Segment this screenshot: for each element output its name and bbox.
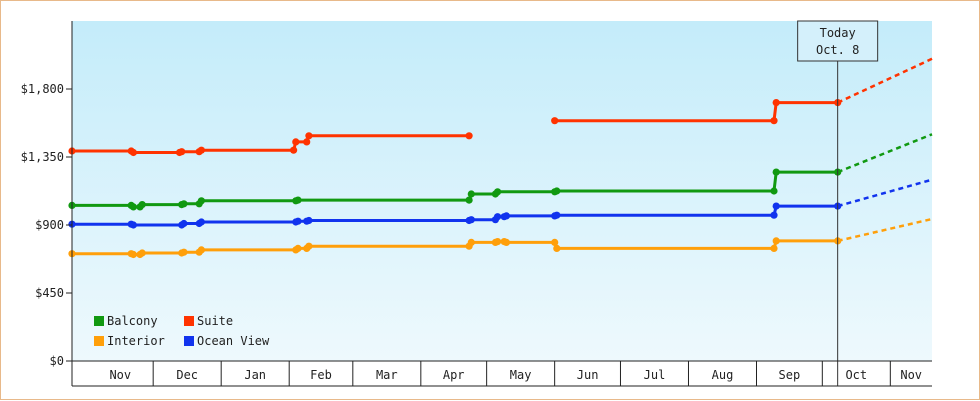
legend-swatch-suite	[184, 316, 194, 326]
x-tick-label: Apr	[443, 368, 465, 382]
balcony-point-0-12	[467, 190, 475, 198]
x-tick-label: Jun	[577, 368, 599, 382]
x-tick-label: Mar	[376, 368, 398, 382]
suite-point-0-6	[197, 146, 205, 154]
legend-label-balcony: Balcony	[107, 314, 158, 328]
interior-point-0-4	[138, 249, 146, 257]
balcony-point-0-10	[294, 196, 302, 204]
suite-point-0-2	[129, 148, 137, 157]
ocean-view-point-0-20	[772, 202, 780, 210]
y-tick-label: $1,350	[21, 150, 64, 164]
interior-point-0-18	[502, 238, 510, 246]
ocean-view-point-0-6	[197, 218, 205, 226]
y-tick-label: $450	[35, 286, 64, 300]
legend-swatch-balcony	[94, 316, 104, 326]
y-tick-label: $1,800	[21, 82, 64, 96]
balcony-point-0-18	[772, 168, 780, 176]
legend: Balcony Suite Interior Ocean View	[94, 314, 270, 348]
suite-point-0-9	[303, 138, 311, 146]
today-marker-box	[797, 20, 879, 62]
balcony-point-0-14	[494, 188, 502, 196]
x-tick-label: Sep	[779, 368, 801, 382]
legend-label-ocean-view: Ocean View	[197, 334, 270, 348]
x-tick-label: Jul	[644, 368, 666, 382]
ocean-view-point-0-8	[294, 217, 302, 225]
legend-swatch-interior	[94, 336, 104, 346]
suite-point-0-4	[178, 148, 186, 156]
interior-point-0-19	[551, 238, 559, 246]
suite-point-1-0	[551, 117, 559, 125]
balcony-point-0-6	[180, 200, 188, 208]
ocean-view-point-0-4	[180, 219, 188, 228]
suite-line-1	[554, 101, 838, 123]
interior-point-0-16	[494, 238, 502, 246]
suite-point-1-1	[770, 117, 778, 125]
x-tick-label: May	[510, 368, 532, 382]
x-tick-label: Feb	[310, 368, 332, 382]
suite-point-0-7	[290, 146, 298, 154]
interior-point-0-12	[305, 242, 313, 250]
x-tick-label: Oct	[845, 368, 867, 382]
x-tick-label: Nov	[900, 368, 922, 382]
balcony-point-0-11	[465, 196, 473, 204]
balcony-point-0-2	[129, 203, 137, 211]
ocean-view-point-0-12	[467, 216, 475, 224]
interior-point-0-20	[553, 244, 561, 252]
interior-point-0-21	[770, 244, 778, 252]
x-tick-label: Aug	[712, 368, 734, 382]
legend-swatch-ocean-view	[184, 336, 194, 346]
interior-point-0-14	[467, 238, 475, 246]
x-tick-label: Nov	[109, 368, 131, 382]
suite-point-0-10	[305, 132, 313, 140]
interior-point-0-22	[772, 237, 780, 245]
ocean-view-point-0-16	[502, 212, 510, 220]
y-tick-label: $900	[35, 218, 64, 232]
today-marker-date: Oct. 8	[816, 43, 859, 57]
y-tick-label: $0	[50, 354, 64, 368]
ocean-view-point-0-2	[129, 221, 137, 229]
suite-point-1-2	[772, 99, 780, 107]
balcony-projection-line	[837, 133, 933, 174]
balcony-point-0-4	[138, 201, 146, 209]
interior-projection-line	[837, 217, 933, 243]
ocean-view-point-0-10	[305, 216, 313, 225]
interior-point-0-2	[129, 250, 137, 259]
x-tick-label: Jan	[244, 368, 266, 382]
ocean-view-point-0-14	[494, 213, 502, 221]
suite-point-0-11	[465, 132, 473, 140]
today-marker-title: Today	[820, 26, 856, 40]
balcony-point-0-16	[553, 187, 561, 195]
x-tick-label: Dec	[176, 368, 198, 382]
balcony-point-0-8	[197, 197, 205, 205]
legend-label-suite: Suite	[197, 314, 233, 328]
legend-label-interior: Interior	[107, 334, 165, 348]
series-lines	[68, 57, 933, 259]
interior-point-0-6	[180, 248, 188, 256]
balcony-point-0-17	[770, 187, 778, 195]
axes: Today Oct. 8 $0 $450 $900 $1,350 $1,800 Nov Dec J…	[21, 20, 932, 387]
ocean-view-point-0-18	[553, 211, 561, 219]
ocean-view-point-0-19	[770, 211, 778, 219]
ocean-view-projection-line	[837, 178, 933, 208]
interior-point-0-8	[197, 246, 205, 254]
interior-point-0-10	[294, 244, 302, 252]
suite-point-0-8	[292, 138, 300, 146]
